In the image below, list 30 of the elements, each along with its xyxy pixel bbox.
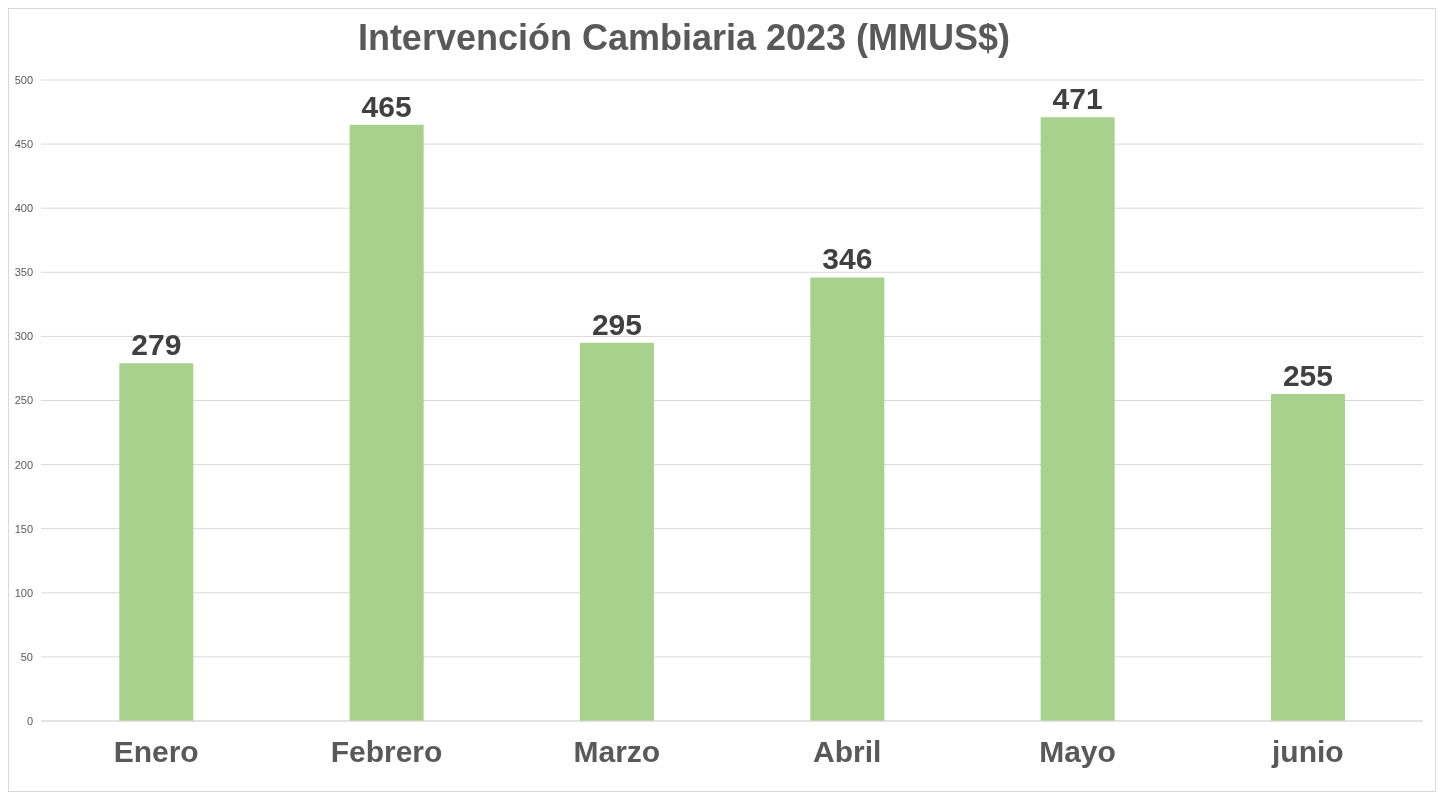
x-tick-label: Enero — [113, 735, 199, 769]
bar — [1270, 394, 1345, 721]
x-tick-label: Marzo — [573, 735, 661, 769]
data-label: 471 — [1052, 82, 1103, 116]
y-tick-label: 450 — [14, 138, 33, 151]
y-tick-label: 250 — [14, 394, 33, 407]
y-tick-label: 0 — [26, 714, 33, 727]
y-tick-label: 150 — [14, 522, 33, 535]
y-tick-label: 50 — [20, 650, 33, 663]
y-tick-label: 300 — [14, 330, 33, 343]
chart-title: Intervención Cambiaria 2023 (MMUS$) — [356, 17, 1012, 59]
data-label: 279 — [131, 328, 182, 362]
data-label: 465 — [361, 89, 412, 123]
y-tick-label: 100 — [14, 586, 33, 599]
y-tick-label: 200 — [14, 458, 33, 471]
x-tick-label: Abril — [812, 735, 882, 769]
x-tick-label: Mayo — [1039, 735, 1116, 769]
bar — [810, 277, 885, 721]
bar — [579, 342, 654, 721]
bar — [1040, 117, 1115, 721]
y-tick-label: 500 — [14, 73, 33, 86]
bar — [119, 363, 194, 721]
x-tick-label: Febrero — [330, 735, 443, 769]
y-tick-label: 350 — [14, 266, 33, 279]
x-tick-label: junio — [1271, 735, 1344, 769]
data-label: 346 — [822, 242, 873, 276]
bar — [349, 124, 424, 721]
data-label: 295 — [591, 307, 643, 341]
y-tick-label: 400 — [14, 202, 33, 215]
data-label: 255 — [1282, 359, 1334, 393]
